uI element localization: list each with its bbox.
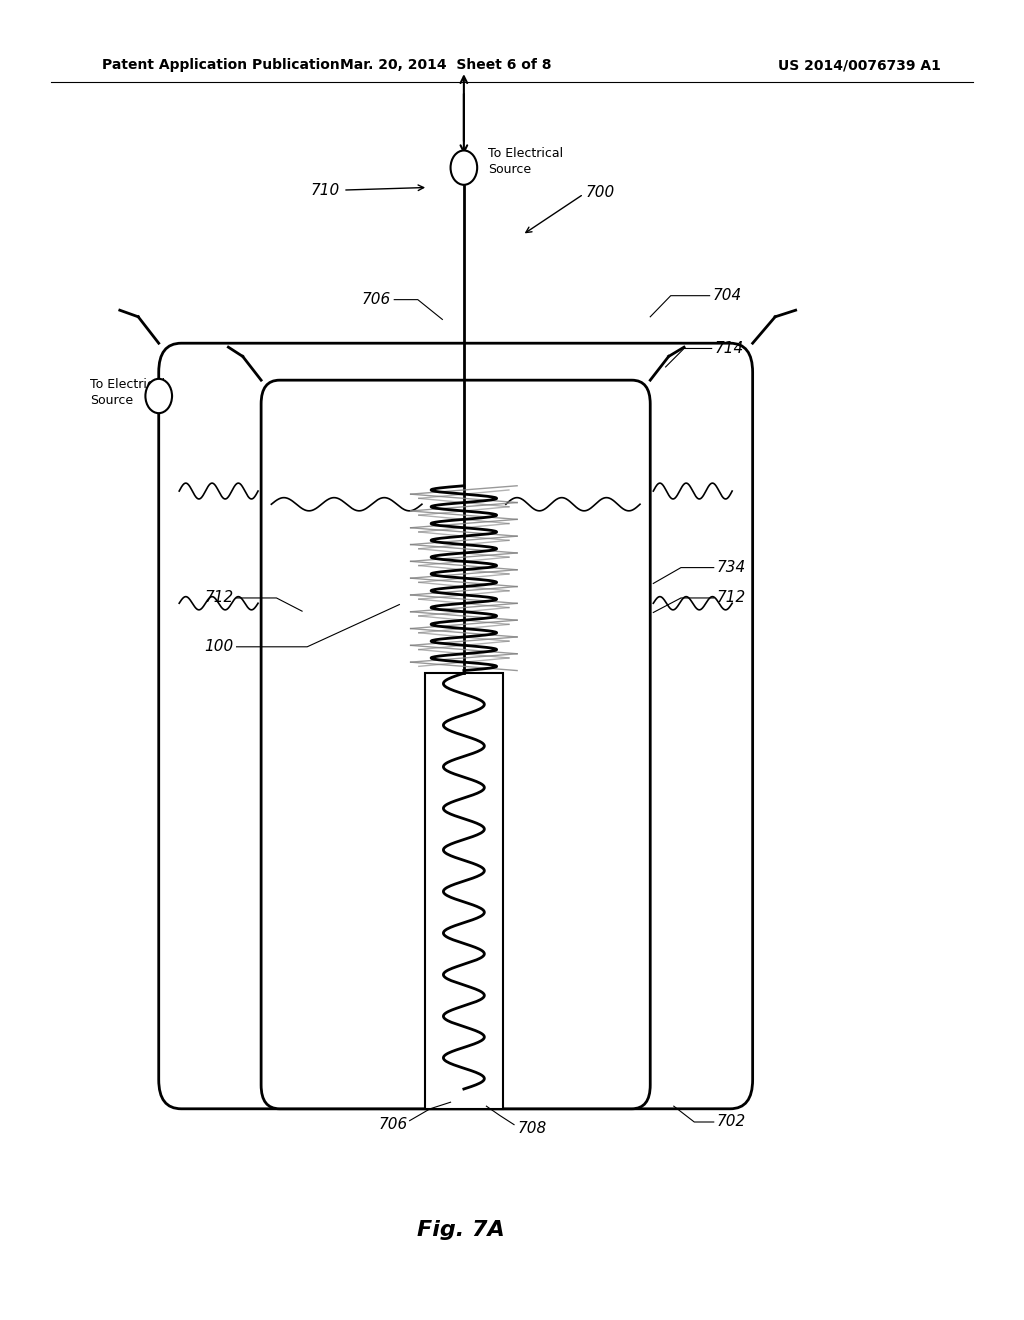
- Text: 734: 734: [717, 560, 746, 576]
- Text: Mar. 20, 2014  Sheet 6 of 8: Mar. 20, 2014 Sheet 6 of 8: [340, 58, 551, 73]
- Text: 710: 710: [310, 182, 340, 198]
- Text: 702: 702: [717, 1114, 746, 1130]
- Text: 708: 708: [517, 1121, 547, 1137]
- Text: Fig. 7A: Fig. 7A: [417, 1220, 505, 1241]
- Text: 704: 704: [713, 288, 742, 304]
- Text: 712: 712: [717, 590, 746, 606]
- Text: US 2014/0076739 A1: US 2014/0076739 A1: [778, 58, 941, 73]
- Text: 706: 706: [361, 292, 391, 308]
- Bar: [425, 673, 503, 1109]
- Text: 714: 714: [715, 341, 744, 356]
- Text: 712: 712: [204, 590, 233, 606]
- Text: 700: 700: [586, 185, 615, 201]
- FancyBboxPatch shape: [261, 380, 650, 1109]
- FancyBboxPatch shape: [159, 343, 753, 1109]
- Text: Patent Application Publication: Patent Application Publication: [102, 58, 340, 73]
- Circle shape: [451, 150, 477, 185]
- Text: 100: 100: [204, 639, 233, 655]
- Circle shape: [145, 379, 172, 413]
- Text: 706: 706: [378, 1117, 408, 1133]
- Text: To Electrical
Source: To Electrical Source: [90, 378, 165, 407]
- Text: To Electrical
Source: To Electrical Source: [488, 147, 563, 176]
